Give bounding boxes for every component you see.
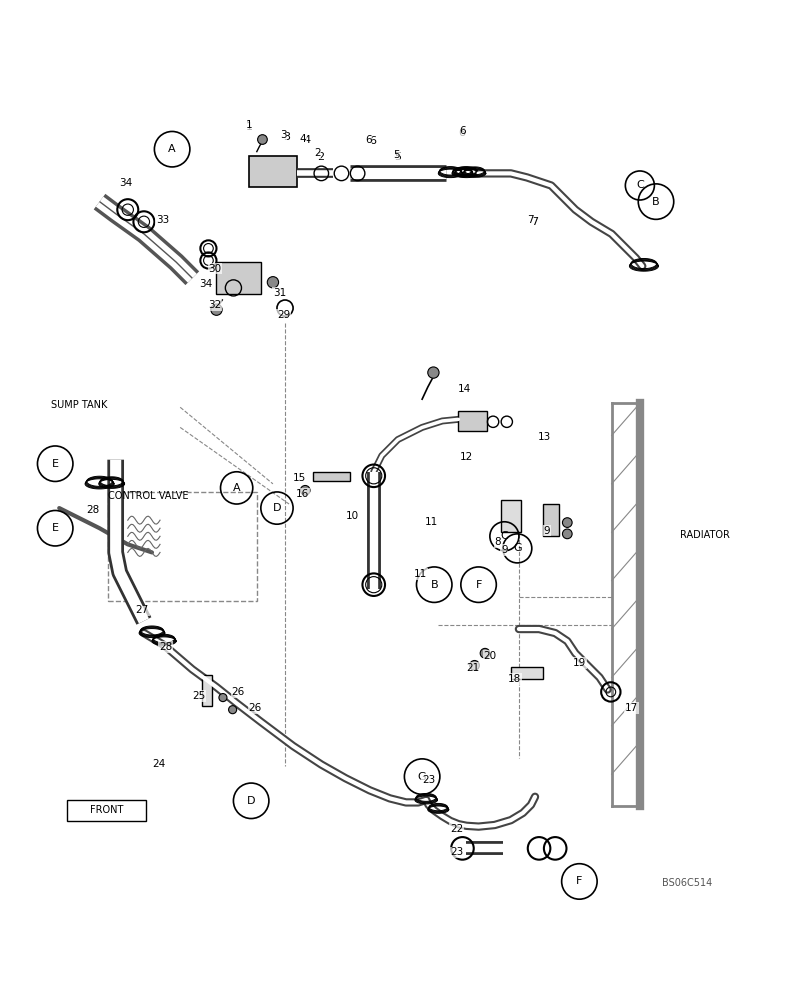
Text: 27: 27 [135, 605, 148, 615]
Text: F: F [474, 580, 481, 590]
Text: SUMP TANK: SUMP TANK [51, 400, 107, 410]
FancyBboxPatch shape [313, 472, 349, 481]
Text: 33: 33 [156, 215, 169, 225]
Text: B: B [651, 197, 659, 207]
Circle shape [562, 529, 572, 539]
Text: 2: 2 [314, 148, 320, 158]
Text: C: C [635, 180, 643, 190]
Text: 9: 9 [500, 545, 507, 555]
Text: 4: 4 [299, 134, 306, 144]
FancyBboxPatch shape [217, 262, 260, 294]
Text: 11: 11 [424, 517, 437, 527]
Text: 32: 32 [208, 300, 221, 310]
Text: 23: 23 [422, 775, 435, 785]
Text: 5: 5 [393, 150, 399, 160]
FancyBboxPatch shape [248, 156, 297, 187]
Text: RADIATOR: RADIATOR [680, 530, 729, 540]
Text: 20: 20 [483, 651, 496, 661]
Text: D: D [272, 503, 281, 513]
Text: 3: 3 [283, 132, 290, 142]
Text: 1: 1 [246, 122, 253, 132]
Text: 2: 2 [317, 152, 324, 162]
Text: 19: 19 [572, 658, 586, 668]
FancyBboxPatch shape [202, 675, 212, 706]
Circle shape [219, 694, 227, 702]
Text: 6: 6 [369, 136, 376, 146]
Text: D: D [247, 796, 255, 806]
Text: B: B [430, 580, 437, 590]
Circle shape [267, 277, 278, 288]
Circle shape [211, 304, 222, 315]
Text: A: A [168, 144, 176, 154]
Text: 23: 23 [449, 847, 463, 857]
FancyBboxPatch shape [458, 411, 486, 431]
Text: 31: 31 [272, 288, 285, 298]
Text: 26: 26 [248, 703, 261, 713]
Text: 30: 30 [208, 264, 221, 274]
Text: 9: 9 [543, 526, 550, 536]
Circle shape [229, 706, 236, 714]
Circle shape [300, 485, 310, 495]
Text: 10: 10 [345, 511, 358, 521]
Text: 3: 3 [280, 130, 286, 140]
Text: 7: 7 [530, 217, 538, 227]
Text: 6: 6 [458, 126, 466, 136]
Text: C: C [500, 531, 508, 541]
Text: 16: 16 [296, 489, 309, 499]
Text: 11: 11 [414, 569, 427, 579]
Circle shape [479, 648, 489, 658]
Circle shape [469, 660, 478, 670]
Text: 18: 18 [508, 674, 521, 684]
Text: 29: 29 [277, 310, 290, 320]
Text: 13: 13 [538, 432, 551, 442]
Text: CONTROL VALVE: CONTROL VALVE [108, 491, 188, 501]
FancyBboxPatch shape [510, 667, 543, 679]
Text: 6: 6 [364, 135, 371, 145]
Text: G: G [418, 772, 426, 782]
Text: 15: 15 [293, 473, 306, 483]
Text: 4: 4 [303, 135, 311, 145]
FancyBboxPatch shape [67, 800, 146, 821]
Text: 34: 34 [119, 178, 133, 188]
Text: E: E [52, 459, 58, 469]
Text: BS06C514: BS06C514 [662, 878, 711, 888]
Text: 24: 24 [152, 759, 165, 769]
Text: 14: 14 [457, 384, 471, 394]
Text: 1: 1 [245, 120, 251, 130]
Text: F: F [576, 876, 581, 886]
Text: 34: 34 [200, 279, 212, 289]
Text: 22: 22 [449, 824, 463, 834]
Text: 26: 26 [231, 687, 245, 697]
Circle shape [562, 518, 572, 527]
Text: 6: 6 [458, 128, 465, 138]
Text: 28: 28 [159, 642, 172, 652]
Text: 21: 21 [466, 663, 479, 673]
Text: 7: 7 [526, 215, 533, 225]
Text: G: G [513, 543, 521, 553]
Text: 25: 25 [192, 691, 205, 701]
FancyBboxPatch shape [500, 500, 521, 532]
Text: 5: 5 [393, 152, 401, 162]
Text: 28: 28 [86, 505, 100, 515]
Text: E: E [52, 523, 58, 533]
Circle shape [427, 367, 439, 378]
Text: FRONT: FRONT [90, 805, 123, 815]
Circle shape [257, 135, 267, 144]
Text: 8: 8 [494, 537, 500, 547]
Text: 17: 17 [624, 703, 637, 713]
Text: 12: 12 [459, 452, 473, 462]
FancyBboxPatch shape [543, 504, 559, 536]
Text: A: A [233, 483, 240, 493]
